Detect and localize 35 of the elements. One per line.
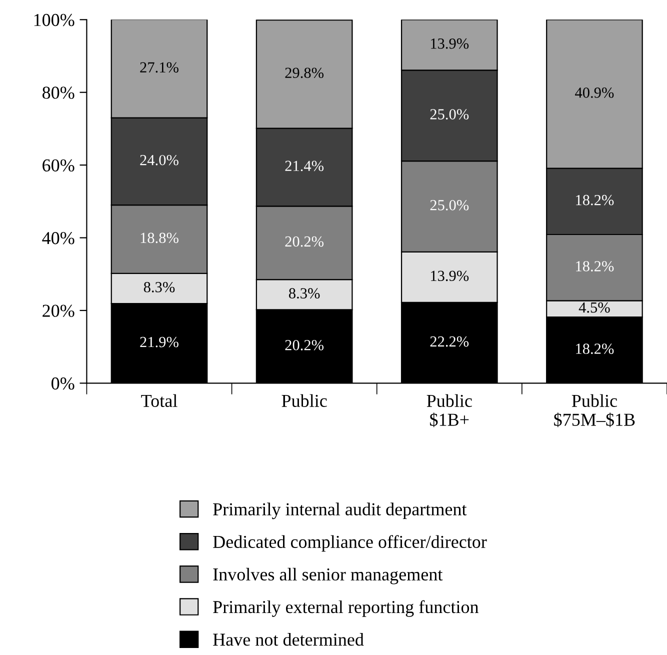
data-label: 8.3% — [144, 282, 175, 292]
data-label: 25.0% — [430, 109, 469, 120]
legend-label: Have not determined — [213, 633, 364, 646]
data-label: 18.8% — [140, 232, 178, 244]
data-label: 4.5% — [578, 302, 610, 313]
y-tick-label: 40% — [42, 232, 74, 244]
data-label: 13.9% — [431, 38, 469, 49]
y-tick-label: 100% — [34, 14, 74, 26]
y-tick-label: 60% — [42, 159, 74, 172]
data-label: 27.1% — [140, 62, 178, 73]
data-label: 18.2% — [576, 344, 614, 354]
x-tick-label: Public — [282, 394, 327, 407]
legend-label: Dedicated compliance officer/director — [213, 535, 487, 552]
y-tick-label: 0% — [52, 377, 74, 390]
legend-label: Involves all senior management — [213, 568, 443, 584]
y-tick-label: 20% — [42, 304, 74, 317]
data-label: 40.9% — [575, 88, 614, 98]
data-label: 21.9% — [140, 336, 178, 348]
x-tick-label: Public $75M–$1B — [554, 394, 635, 428]
x-tick-label: Total — [141, 394, 178, 407]
x-tick-label: Public $1B+ — [426, 394, 472, 428]
data-label: 18.2% — [576, 194, 614, 206]
legend-label: Primarily internal audit department — [213, 502, 467, 520]
data-label: 29.8% — [285, 68, 324, 78]
data-label: 24.0% — [140, 154, 178, 166]
data-label: 21.4% — [285, 160, 324, 172]
y-tick-label: 80% — [42, 86, 74, 99]
data-label: 25.0% — [430, 200, 469, 210]
data-label: 18.2% — [576, 261, 614, 272]
data-label: 20.2% — [285, 340, 324, 350]
data-label: 13.9% — [431, 270, 469, 282]
data-label: 22.2% — [430, 336, 469, 347]
data-label: 20.2% — [285, 236, 324, 247]
data-label: 8.3% — [288, 288, 320, 299]
legend-label: Primarily external reporting function — [213, 600, 479, 617]
